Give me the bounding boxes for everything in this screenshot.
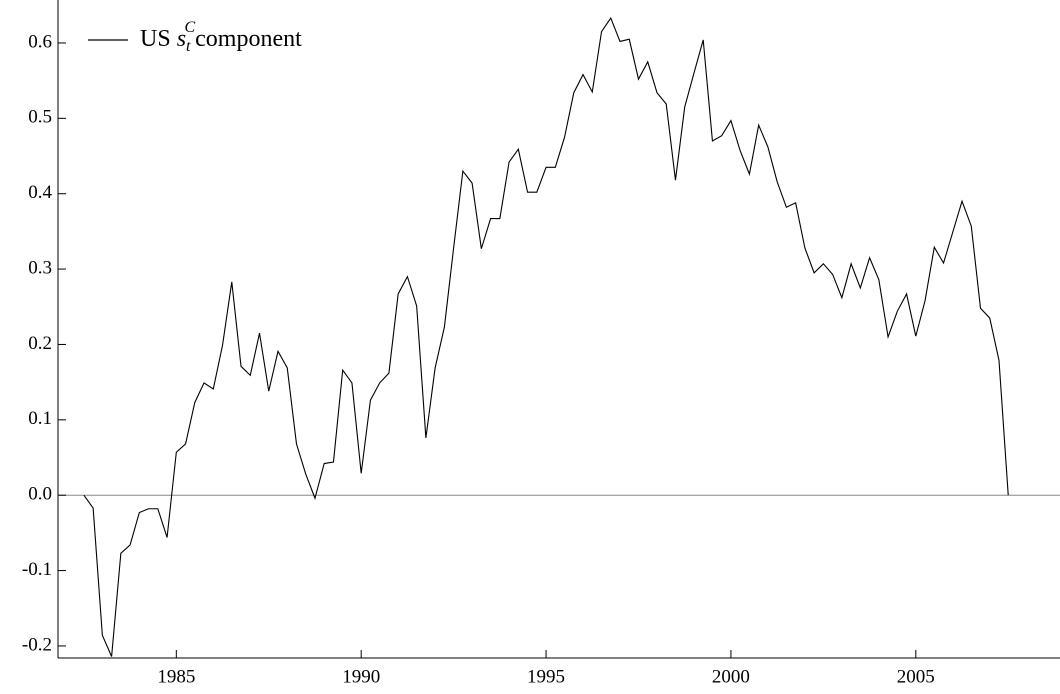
x-tick-label: 1990 bbox=[342, 666, 380, 687]
legend-suffix: component bbox=[195, 26, 302, 52]
y-tick-label: -0.2 bbox=[22, 634, 52, 655]
legend-symbol: s bbox=[177, 26, 186, 52]
legend-sup: C bbox=[184, 19, 195, 36]
x-tick-label: 1995 bbox=[527, 666, 565, 687]
x-tick-label: 2000 bbox=[712, 666, 750, 687]
series-line bbox=[83, 16, 1009, 657]
y-tick-label: 0.5 bbox=[28, 107, 52, 128]
y-tick-label: -0.1 bbox=[22, 559, 52, 580]
legend-sub: t bbox=[186, 38, 191, 55]
y-tick-label: 0.1 bbox=[28, 408, 52, 429]
legend: US stCcomponent bbox=[88, 19, 302, 55]
y-tick-label: 0.6 bbox=[28, 31, 52, 52]
x-tick-label: 1985 bbox=[157, 666, 195, 687]
legend-name: US bbox=[140, 26, 171, 52]
x-tick-label: 2005 bbox=[897, 666, 935, 687]
y-tick-label: 0.4 bbox=[28, 182, 52, 203]
y-tick-label: 0.3 bbox=[28, 257, 52, 278]
legend-label: US stCcomponent bbox=[140, 19, 302, 55]
y-tick-label: 0.2 bbox=[28, 333, 52, 354]
y-tick-label: 0.0 bbox=[28, 484, 52, 505]
